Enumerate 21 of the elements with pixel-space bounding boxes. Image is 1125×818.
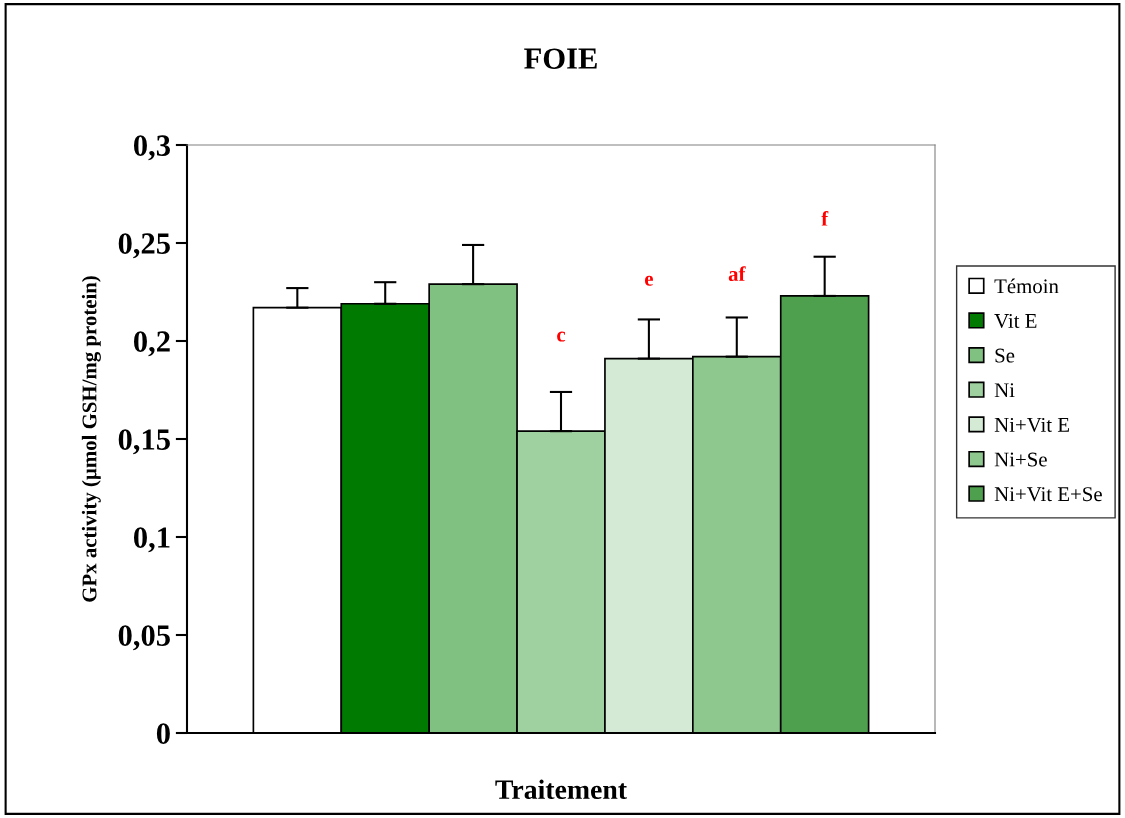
y-tick-label: 0,15: [118, 429, 170, 455]
y-axis-title: GPx activity (µmol GSH/mg protein): [81, 276, 101, 602]
x-axis-title: Traitement: [495, 779, 627, 800]
legend-label: Ni+Vit E: [994, 417, 1069, 432]
y-tick-label: 0,3: [134, 135, 170, 161]
annotation: af: [728, 266, 746, 282]
legend-label: Vit E: [994, 313, 1037, 329]
chart-title: FOIE: [524, 48, 597, 69]
y-tick-label: 0,25: [118, 233, 170, 259]
y-tick-label: 0,2: [134, 331, 170, 357]
y-tick-label: 0,1: [134, 527, 170, 553]
annotation: c: [557, 331, 566, 342]
y-tick-label: 0: [156, 723, 170, 744]
legend-label: Témoin: [994, 278, 1059, 294]
legend-label: Ni: [994, 383, 1015, 398]
legend-label: Ni+Se: [994, 452, 1047, 467]
y-tick-label: 0,05: [118, 625, 170, 651]
legend-label: Se: [995, 348, 1015, 363]
annotation: f: [821, 210, 829, 226]
annotation: e: [644, 275, 653, 286]
legend-label: Ni+Vit E+Se: [994, 487, 1102, 502]
